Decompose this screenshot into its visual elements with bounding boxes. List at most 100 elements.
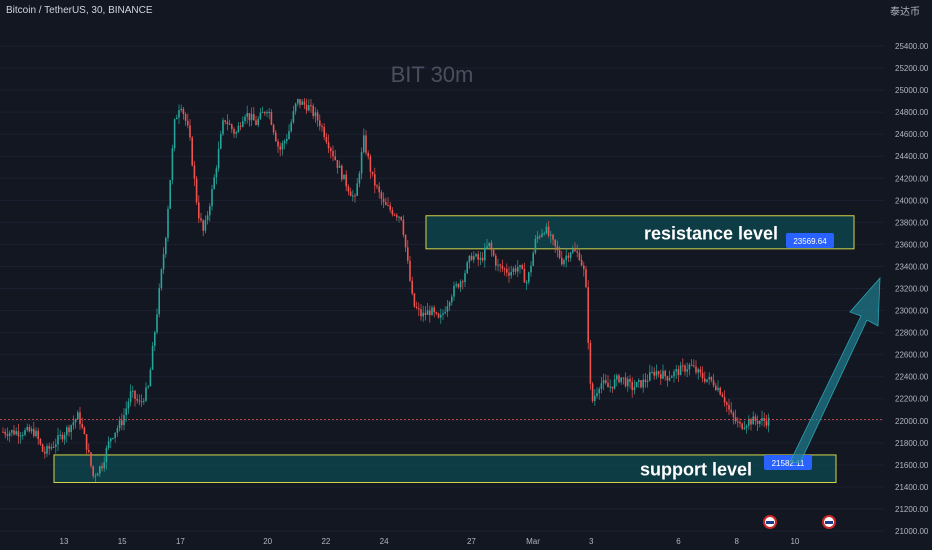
time-tick-label: 20 (263, 537, 272, 546)
candle-body (704, 378, 706, 382)
candle-body (512, 268, 515, 273)
candle-body (536, 236, 539, 239)
candle-body (127, 402, 130, 409)
time-tick-label: 8 (734, 537, 739, 546)
candle-body (495, 255, 497, 266)
candle-body (435, 312, 438, 314)
candle-body (596, 393, 598, 396)
candle-body (638, 380, 640, 383)
candle-body (330, 148, 332, 152)
candle-body (382, 198, 385, 203)
candle-body (602, 380, 605, 384)
candle-body (677, 369, 680, 376)
candle-body (693, 365, 695, 367)
candle-body (215, 168, 218, 178)
candle-body (6, 434, 9, 436)
candle-body (563, 260, 565, 265)
candle-body (734, 416, 737, 422)
price-axis: 21000.00 21200.00 21400.00 21600.00 21800.00… (884, 0, 932, 550)
candle-body (37, 430, 39, 440)
time-tick-label: 24 (380, 537, 389, 546)
candle-body (712, 380, 715, 386)
candle-body (686, 369, 688, 372)
candle-body (715, 385, 717, 390)
candle-body (583, 265, 585, 270)
candle-body (739, 422, 741, 424)
candle-body (466, 262, 468, 274)
candle-body (332, 151, 334, 157)
candle-body (748, 419, 750, 426)
candle-body (46, 446, 48, 454)
price-tick-label: 21400.00 (895, 483, 929, 492)
candle-body (389, 205, 391, 211)
price-tick-label: 25000.00 (895, 86, 929, 95)
candle-body (8, 432, 11, 436)
candle-body (250, 114, 253, 121)
candle-body (545, 226, 548, 234)
candle-body (517, 267, 519, 272)
candle-body (475, 254, 477, 257)
candle-body (552, 234, 554, 240)
candle-body (640, 380, 642, 388)
candle-body (745, 425, 748, 428)
candle-body (717, 387, 719, 390)
candle-body (620, 377, 622, 383)
candle-body (15, 431, 17, 435)
candle-body (534, 238, 537, 253)
price-tick-label: 25400.00 (895, 42, 929, 51)
event-flag-stripe (825, 521, 833, 524)
candle-body (585, 269, 587, 288)
candle-body (497, 264, 499, 266)
time-tick-label: 27 (467, 537, 476, 546)
candle-body (253, 114, 255, 121)
candle-body (657, 371, 660, 375)
candle-body (611, 386, 614, 389)
candle-body (662, 370, 664, 379)
candle-body (17, 431, 20, 437)
candle-body (635, 382, 638, 388)
candle-body (156, 314, 158, 333)
candle-body (561, 257, 563, 265)
candle-body (664, 370, 666, 377)
candle-body (459, 281, 462, 288)
candle-body (81, 424, 83, 428)
candle-body (48, 446, 50, 449)
currency-label[interactable]: 泰达币 (890, 7, 920, 18)
candle-body (270, 112, 273, 125)
candle-body (767, 417, 770, 426)
candle-body (176, 117, 178, 120)
candle-body (666, 376, 669, 381)
candle-body (479, 257, 482, 260)
candle-body (446, 306, 449, 312)
time-tick-label: 22 (321, 537, 330, 546)
candle-body (444, 311, 446, 314)
candle-body (455, 284, 457, 286)
candle-body (297, 99, 299, 104)
candle-body (286, 139, 288, 142)
candle-body (272, 124, 275, 133)
candle-body (404, 234, 407, 248)
candle-body (642, 379, 644, 388)
candle-body (393, 214, 396, 216)
candle-body (325, 136, 328, 143)
price-tick-label: 23800.00 (895, 218, 929, 227)
candle-body (347, 186, 350, 192)
candle-body (660, 374, 662, 379)
candle-body (72, 422, 75, 426)
candle-body (706, 379, 708, 382)
candle-body (228, 123, 231, 125)
zone-label: support level (640, 460, 752, 480)
candle-body (129, 391, 132, 403)
candle-body (264, 112, 266, 114)
candle-body (363, 135, 365, 152)
candle-body (653, 371, 655, 376)
zone-label: resistance level (644, 223, 778, 243)
watermark-text: BIT 30m (391, 62, 474, 87)
candle-body (83, 427, 86, 435)
zone-price-tag (786, 233, 834, 248)
candle-body (310, 105, 312, 107)
candle-body (723, 396, 726, 403)
price-tick-label: 22200.00 (895, 395, 929, 404)
candle-body (308, 105, 310, 111)
